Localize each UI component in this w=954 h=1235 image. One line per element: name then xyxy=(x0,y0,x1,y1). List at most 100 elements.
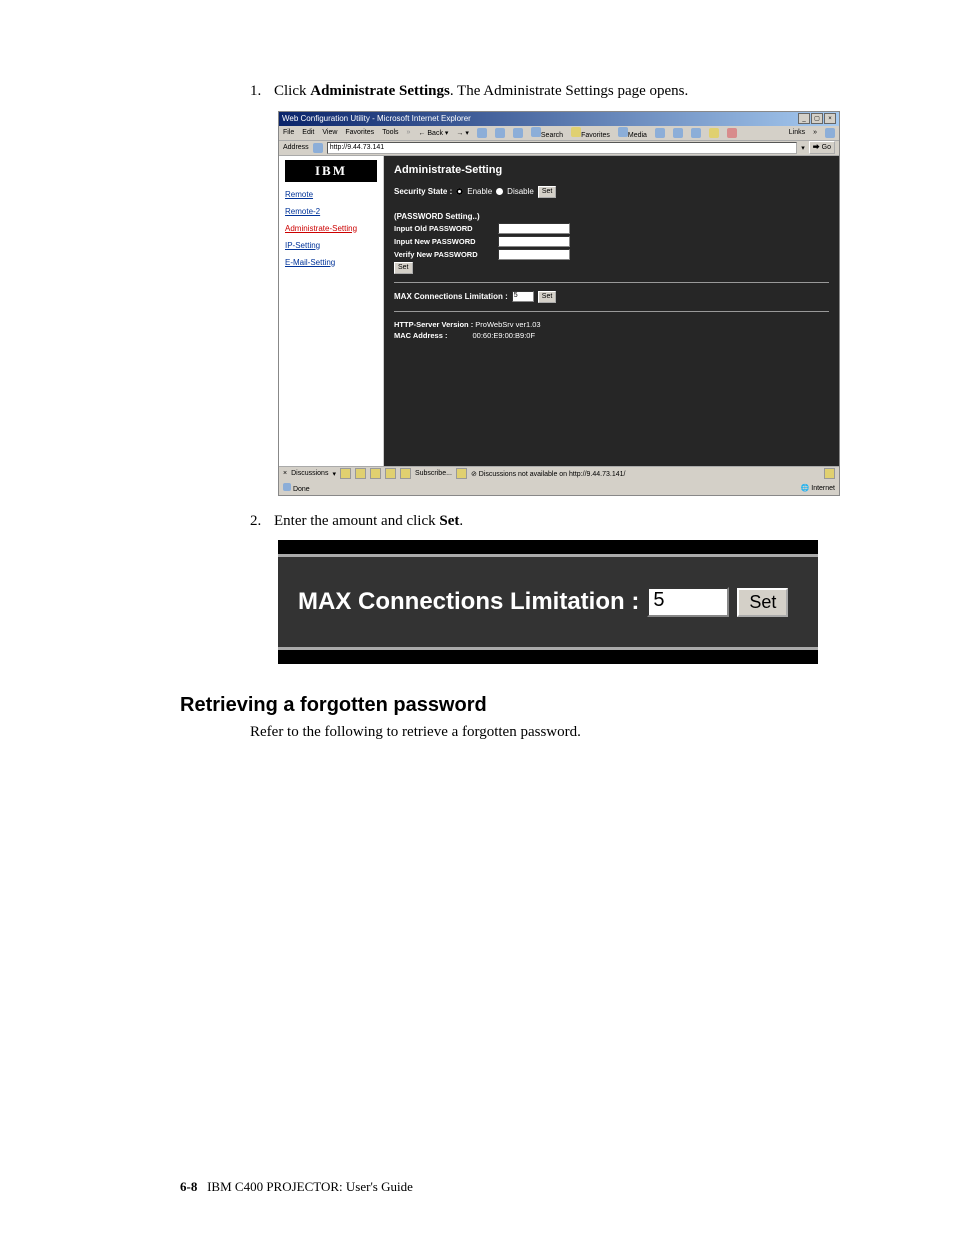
page-icon xyxy=(313,143,323,153)
address-dropdown[interactable]: ▾ xyxy=(801,144,805,152)
enable-label: Enable xyxy=(467,187,492,196)
page-number: 6-8 xyxy=(180,1179,197,1194)
maxconn-input[interactable]: 5 xyxy=(512,291,534,302)
refresh-icon[interactable] xyxy=(495,128,505,138)
stop-icon[interactable] xyxy=(477,128,487,138)
maximize-button[interactable]: ▢ xyxy=(811,113,823,124)
disc-icon[interactable] xyxy=(385,468,396,479)
disc-icon[interactable] xyxy=(456,468,467,479)
step-text: Click Administrate Settings. The Adminis… xyxy=(274,80,688,103)
document-page: 1. Click Administrate Settings. The Admi… xyxy=(0,0,954,1235)
sidebar-item-remote[interactable]: Remote xyxy=(285,190,377,199)
password-heading: (PASSWORD Setting..) xyxy=(394,212,829,221)
security-set-button[interactable]: Set xyxy=(538,186,557,198)
minimize-button[interactable]: _ xyxy=(798,113,810,124)
disc-icon[interactable] xyxy=(400,468,411,479)
links-chevron: » xyxy=(813,129,817,136)
ibm-logo: IBM xyxy=(285,160,377,182)
verify-password-row: Verify New PASSWORD xyxy=(394,249,829,260)
disable-label: Disable xyxy=(507,187,534,196)
step-number: 1. xyxy=(250,80,274,103)
section-body: Refer to the following to retrieve a for… xyxy=(250,721,864,744)
step-1: 1. Click Administrate Settings. The Admi… xyxy=(250,80,864,103)
page-footer: 6-8 IBM C400 PROJECTOR: User's Guide xyxy=(180,1179,413,1195)
status-bar: Done 🌐 Internet xyxy=(279,481,839,495)
menu-bar: File Edit View Favorites Tools » ← Back … xyxy=(279,126,839,141)
divider xyxy=(394,282,829,283)
status-zone: 🌐 Internet xyxy=(801,484,835,492)
subscribe-button[interactable]: Subscribe... xyxy=(415,470,452,477)
section-heading: Retrieving a forgotten password xyxy=(180,694,864,717)
favorites-button[interactable]: Favorites xyxy=(571,127,610,139)
toolbar-sep: » xyxy=(407,129,411,136)
step-text: Enter the amount and click Set. xyxy=(274,510,463,533)
maxconn-label-large: MAX Connections Limitation : xyxy=(298,588,639,616)
maxconn-label: MAX Connections Limitation : xyxy=(394,292,508,301)
window-title: Web Configuration Utility - Microsoft In… xyxy=(282,114,471,123)
search-button[interactable]: Search xyxy=(531,127,563,139)
sidebar-item-email[interactable]: E-Mail-Setting xyxy=(285,258,377,267)
security-state-row: Security State : Enable Disable Set xyxy=(394,186,829,198)
close-button[interactable]: × xyxy=(824,113,836,124)
offline-icon[interactable] xyxy=(824,468,835,479)
old-password-input[interactable] xyxy=(498,223,570,234)
history-icon[interactable] xyxy=(655,128,665,138)
back-button[interactable]: ← Back ▾ xyxy=(418,129,448,137)
panel-title: Administrate-Setting xyxy=(394,164,829,176)
disc-icon[interactable] xyxy=(340,468,351,479)
links-label[interactable]: Links xyxy=(789,129,805,136)
main-panel: Administrate-Setting Security State : En… xyxy=(384,156,839,466)
maxconn-panel: MAX Connections Limitation : 5 Set xyxy=(278,554,818,650)
sidebar-item-ip[interactable]: IP-Setting xyxy=(285,241,377,250)
sidebar-item-admin[interactable]: Administrate-Setting xyxy=(285,224,377,233)
ie-window: Web Configuration Utility - Microsoft In… xyxy=(278,111,840,496)
edit-icon[interactable] xyxy=(709,128,719,138)
maxconn-input-large[interactable]: 5 xyxy=(647,587,729,617)
go-button[interactable]: ⮕ Go xyxy=(809,141,835,154)
address-input[interactable]: http://9.44.73.141 xyxy=(327,142,798,154)
mac-address-row: MAC Address : 00:60:E9:00:B9:0F xyxy=(394,331,829,340)
maxconn-screenshot: MAX Connections Limitation : 5 Set xyxy=(278,540,818,664)
old-password-row: Input Old PASSWORD xyxy=(394,223,829,234)
msn-icon[interactable] xyxy=(727,128,737,138)
print-icon[interactable] xyxy=(691,128,701,138)
sidebar-item-remote2[interactable]: Remote-2 xyxy=(285,207,377,216)
status-done: Done xyxy=(283,483,310,493)
menu-edit[interactable]: Edit xyxy=(302,129,314,136)
verify-password-input[interactable] xyxy=(498,249,570,260)
discussions-bar: × Discussions▾ Subscribe... ⊘ Discussion… xyxy=(279,466,839,481)
password-set-button[interactable]: Set xyxy=(394,262,413,274)
step-2: 2. Enter the amount and click Set. xyxy=(250,510,864,533)
maxconn-set-button[interactable]: Set xyxy=(538,291,557,303)
forward-button[interactable]: → ▾ xyxy=(456,129,468,137)
new-password-input[interactable] xyxy=(498,236,570,247)
divider xyxy=(394,311,829,312)
title-bar: Web Configuration Utility - Microsoft In… xyxy=(279,112,839,126)
disc-unavailable: ⊘ Discussions not available on http://9.… xyxy=(471,470,626,478)
step-number: 2. xyxy=(250,510,274,533)
menu-view[interactable]: View xyxy=(322,129,337,136)
menu-file[interactable]: File xyxy=(283,129,294,136)
maxconn-set-button-large[interactable]: Set xyxy=(737,588,788,617)
home-icon[interactable] xyxy=(513,128,523,138)
media-button[interactable]: Media xyxy=(618,127,647,139)
sidebar: IBM Remote Remote-2 Administrate-Setting… xyxy=(279,156,384,466)
menu-favorites[interactable]: Favorites xyxy=(345,129,374,136)
ie-throbber-icon xyxy=(825,128,835,138)
max-conn-row: MAX Connections Limitation : 5 Set xyxy=(394,291,829,303)
discussions-label[interactable]: Discussions xyxy=(291,470,328,477)
disc-icon[interactable] xyxy=(355,468,366,479)
address-label: Address xyxy=(283,144,309,151)
disable-radio[interactable] xyxy=(496,188,503,195)
window-buttons: _ ▢ × xyxy=(798,113,836,124)
enable-radio[interactable] xyxy=(456,188,463,195)
footer-title: IBM C400 PROJECTOR: User's Guide xyxy=(207,1179,413,1194)
close-discussions[interactable]: × xyxy=(283,470,287,477)
disc-icon[interactable] xyxy=(370,468,381,479)
mail-icon[interactable] xyxy=(673,128,683,138)
security-label: Security State : xyxy=(394,187,452,196)
new-password-row: Input New PASSWORD xyxy=(394,236,829,247)
address-bar: Address http://9.44.73.141 ▾ ⮕ Go xyxy=(279,141,839,156)
page-content: IBM Remote Remote-2 Administrate-Setting… xyxy=(279,156,839,466)
menu-tools[interactable]: Tools xyxy=(382,129,398,136)
